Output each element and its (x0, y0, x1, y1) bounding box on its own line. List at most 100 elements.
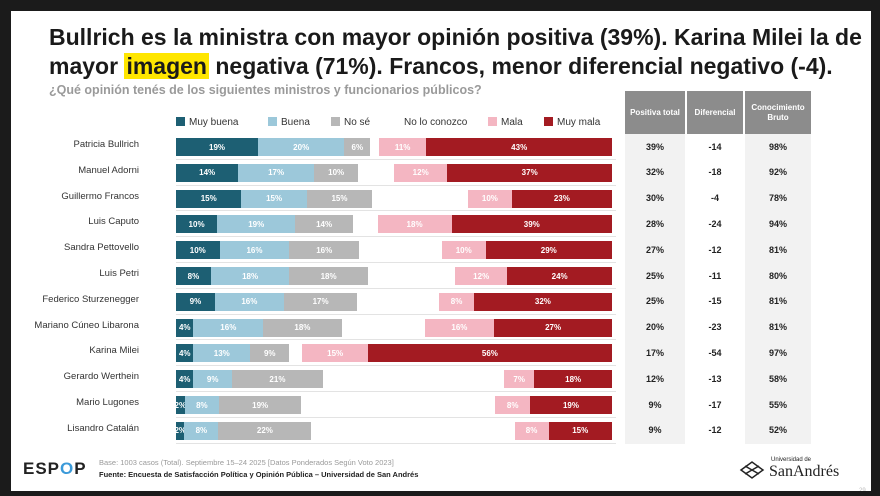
bar-segment-buena: 18% (210, 267, 290, 285)
table-cell: 32% (645, 167, 664, 178)
bar-segment-muy-mala: 19% (529, 396, 612, 414)
legend-swatch (488, 117, 497, 126)
header-positiva-total: Positiva total (625, 91, 685, 134)
legend-label: Muy mala (557, 117, 601, 128)
bar-segment-no-lo-conozco (341, 318, 425, 337)
table-cell: -14 (708, 141, 722, 152)
bar-segment-no-se: 18% (289, 267, 368, 285)
category-label: Mario Lugones (76, 397, 139, 408)
bar-segment-muy-buena: 10% (176, 241, 220, 260)
table-cell: 30% (645, 193, 664, 204)
table-cell: 27% (645, 244, 664, 255)
category-label: Luis Petri (99, 268, 139, 279)
slide: { "title_line1": "Bullrich es la ministr… (11, 11, 871, 491)
logo-part-b: P (74, 459, 87, 478)
table-cell: -12 (708, 244, 722, 255)
legend-swatch (391, 117, 400, 126)
bar-segment-no-se: 21% (232, 370, 323, 389)
bar-segment-no-se: 15% (306, 189, 373, 208)
source-note: Fuente: Encuesta de Satisfacción Polític… (99, 470, 419, 479)
legend-swatch (331, 117, 340, 126)
bar-segment-muy-buena: 10% (176, 215, 218, 234)
bar-segment-muy-mala: 24% (507, 267, 612, 285)
table-cell: 20% (645, 322, 664, 333)
bar-segment-muy-buena: 15% (176, 189, 242, 208)
row-divider (176, 184, 616, 186)
legend-label: Muy buena (189, 117, 239, 128)
table-cell: -4 (710, 193, 719, 204)
headline-line2: mayor imagen negativa (71%). Francos, me… (49, 52, 833, 80)
bar-segment-mala: 8% (439, 292, 474, 311)
header-conocimiento-bruto: Conocimiento Bruto (745, 91, 811, 134)
table-cell: 92% (768, 167, 787, 178)
survey-question: ¿Qué opinión tenés de los siguientes min… (49, 83, 482, 97)
bar-segment-mala: 8% (495, 396, 530, 414)
bar-segment-mala: 11% (378, 138, 427, 156)
table-cell: 98% (768, 141, 787, 152)
logo-part-o: O (60, 459, 75, 478)
table-cell: 25% (645, 270, 664, 281)
bar-segment-no-se: 9% (250, 344, 290, 363)
bar-segment-muy-buena: 4% (176, 370, 194, 389)
bar-segment-no-se: 10% (313, 163, 359, 182)
category-label: Federico Sturzenegger (42, 293, 139, 305)
headline-line2-start: mayor (49, 53, 125, 79)
base-note: Base: 1003 casos (Total). Septiembre 15–… (99, 458, 394, 467)
legend-item-mala: Mala (488, 117, 523, 128)
row-divider (176, 339, 616, 341)
bar-segment-no-lo-conozco (357, 292, 440, 311)
table-cell: -17 (708, 399, 722, 410)
bar-segment-no-se: 17% (283, 292, 358, 311)
bar-segment-no-lo-conozco (289, 344, 303, 363)
table-cell: 9% (648, 399, 662, 410)
table-cell: -54 (708, 347, 722, 358)
bar-segment-muy-buena: 19% (176, 138, 259, 156)
legend-item-muy-buena: Muy buena (176, 117, 238, 128)
row-divider (176, 210, 616, 212)
bar-segment-mala: 18% (377, 215, 452, 234)
bar-segment-buena: 19% (217, 215, 296, 234)
bar-segment-buena: 8% (184, 421, 219, 440)
row-divider (176, 262, 616, 263)
table-cell: 52% (768, 425, 787, 436)
table-cell: 58% (768, 373, 787, 384)
table-cell: -24 (708, 218, 722, 229)
bar-segment-mala: 10% (441, 241, 486, 260)
table-column-bg (687, 134, 743, 444)
table-cell: 97% (768, 347, 787, 358)
bar-segment-buena: 13% (193, 344, 251, 363)
legend-label: Mala (501, 117, 523, 128)
table-cell: -13 (708, 373, 722, 384)
legend-item-no-lo-conozco: No lo conozco (391, 117, 467, 128)
row-divider (176, 391, 616, 392)
bar-segment-no-lo-conozco (367, 267, 456, 285)
bar-segment-no-se: 22% (218, 421, 312, 440)
bar-segment-buena: 20% (258, 138, 345, 156)
category-label: Guillermo Francos (61, 190, 139, 202)
bar-segment-no-lo-conozco (311, 421, 515, 440)
bar-segment-muy-mala: 23% (511, 189, 612, 208)
legend-swatch (268, 117, 277, 126)
category-label: Patricia Bullrich (73, 139, 139, 150)
table-cell: 81% (768, 322, 787, 333)
bar-segment-mala: 7% (504, 370, 535, 389)
legend-item-muy-mala: Muy mala (544, 117, 600, 128)
bar-segment-muy-buena: 4% (176, 344, 194, 363)
crest-icon (739, 461, 765, 479)
bar-segment-muy-mala: 27% (494, 318, 612, 337)
logo-part-a: ESP (23, 459, 61, 478)
row-divider (176, 236, 616, 238)
category-label: Gerardo Werthein (63, 371, 139, 383)
bar-segment-mala: 12% (394, 163, 448, 182)
bar-segment-muy-buena: 2% (176, 396, 185, 414)
university-of-label: Universidad de (771, 457, 812, 463)
san-andres-label: SanAndrés (769, 463, 840, 480)
bar-segment-buena: 15% (241, 189, 307, 208)
bar-segment-no-lo-conozco (372, 189, 469, 208)
bar-segment-no-se: 18% (263, 318, 342, 337)
legend-swatch (544, 117, 553, 126)
table-cell: 94% (768, 218, 787, 229)
bar-segment-muy-buena: 8% (176, 267, 211, 285)
category-label: Manuel Adorni (78, 164, 139, 176)
